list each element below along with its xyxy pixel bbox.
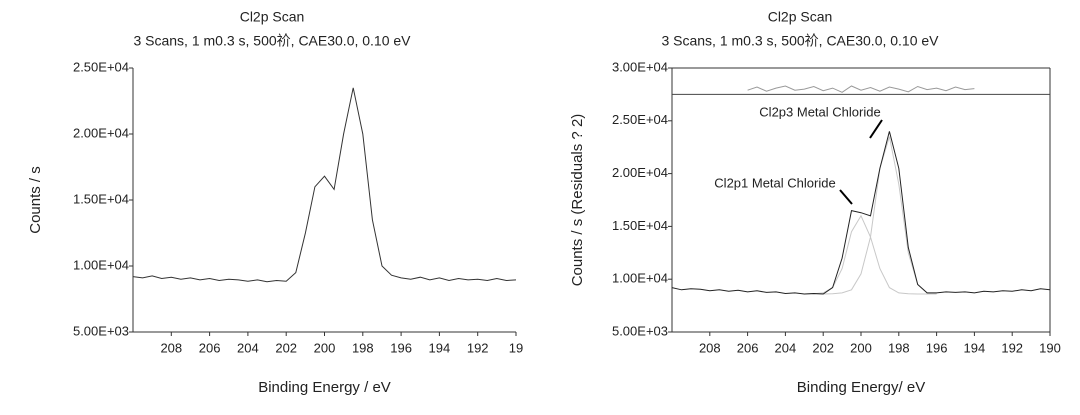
x-tick-label: 206 xyxy=(199,340,221,355)
x-tick-label: 208 xyxy=(699,340,721,355)
x-tick-label: 194 xyxy=(429,340,451,355)
x-tick-label: 19 xyxy=(509,340,523,355)
x-tick-label: 196 xyxy=(390,340,412,355)
x-tick-label: 196 xyxy=(926,340,948,355)
y-tick-label: 2.50E+04 xyxy=(73,59,129,74)
x-tick-label: 198 xyxy=(888,340,910,355)
x-tick-label: 192 xyxy=(1001,340,1023,355)
y-tick-label: 1.50E+04 xyxy=(73,191,129,206)
y-tick-label: 5.00E+03 xyxy=(73,323,129,338)
x-tick-label: 202 xyxy=(275,340,297,355)
x-tick-label: 192 xyxy=(467,340,489,355)
chart-subtitle: 3 Scans, 1 m0.3 s, 500祄, CAE30.0, 0.10 e… xyxy=(133,33,411,49)
spectrum-line xyxy=(132,87,517,283)
x-tick-label: 204 xyxy=(237,340,259,355)
x-tick-label: 200 xyxy=(850,340,872,355)
annotation-leader xyxy=(839,189,853,205)
annotation: Cl2p1 Metal Chloride xyxy=(714,175,835,190)
x-tick-label: 208 xyxy=(160,340,182,355)
x-tick-label: 194 xyxy=(964,340,986,355)
y-tick-label: 2.00E+04 xyxy=(73,125,129,140)
x-tick-label: 200 xyxy=(314,340,336,355)
spectrum-line xyxy=(671,131,1051,295)
x-axis-title: Binding Energy/ eV xyxy=(797,379,925,396)
y-tick-label: 2.50E+04 xyxy=(612,112,668,127)
chart-title: Cl2p Scan xyxy=(240,9,305,25)
y-tick-label: 1.00E+04 xyxy=(612,271,668,286)
x-tick-label: 204 xyxy=(775,340,797,355)
y-tick-label: 1.50E+04 xyxy=(612,218,668,233)
spectrum-line xyxy=(747,85,975,93)
y-tick-label: 2.00E+04 xyxy=(612,165,668,180)
y-tick-label: 5.00E+03 xyxy=(612,323,668,338)
x-axis-title: Binding Energy / eV xyxy=(258,379,391,396)
chart-title: Cl2p Scan xyxy=(768,9,833,25)
x-tick-label: 202 xyxy=(812,340,834,355)
chart-subtitle: 3 Scans, 1 m0.3 s, 500祄, CAE30.0, 0.10 e… xyxy=(661,33,939,49)
y-tick-label: 3.00E+04 xyxy=(612,59,668,74)
annotation-leader xyxy=(869,119,883,139)
y-axis-title: Counts / s xyxy=(27,166,44,234)
x-tick-label: 198 xyxy=(352,340,374,355)
y-tick-label: 1.00E+04 xyxy=(73,257,129,272)
annotation: Cl2p3 Metal Chloride xyxy=(759,104,880,119)
y-axis-title: Counts / s (Residuals ? 2) xyxy=(569,114,586,287)
x-tick-label: 206 xyxy=(737,340,759,355)
x-tick-label: 190 xyxy=(1039,340,1061,355)
